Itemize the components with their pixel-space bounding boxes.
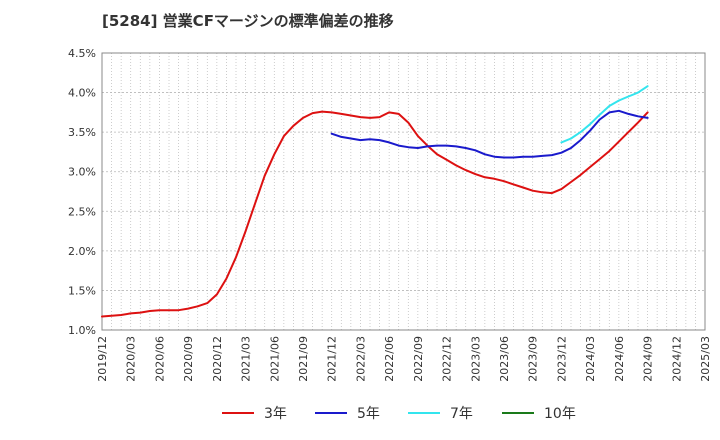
x-tick-label: 2020/09 [182, 336, 195, 382]
series-line-2 [330, 109, 649, 159]
x-tick-label: 2024/12 [670, 336, 683, 382]
y-tick-label: 4.0% [68, 87, 96, 100]
x-tick-label: 2022/03 [354, 336, 367, 382]
x-tick-label: 2019/12 [96, 336, 109, 382]
legend-label-4: 10年 [544, 406, 576, 422]
x-tick-label: 2020/06 [153, 336, 166, 382]
y-tick-label: 2.0% [68, 245, 96, 258]
y-tick-label: 4.5% [68, 47, 96, 60]
x-tick-label: 2024/09 [642, 336, 655, 382]
x-tick-label: 2022/12 [441, 336, 454, 382]
y-tick-label: 2.5% [68, 205, 96, 218]
x-tick-label: 2021/12 [326, 336, 339, 382]
x-tick-label: 2023/06 [498, 336, 511, 382]
x-tick-label: 2023/12 [555, 336, 568, 382]
x-tick-label: 2022/09 [412, 336, 425, 382]
x-tick-label: 2025/03 [699, 336, 712, 382]
x-tick-label: 2021/03 [240, 336, 253, 382]
x-tick-label: 2021/09 [297, 336, 310, 382]
chart-title: [5284] 営業CFマージンの標準偏差の推移 [102, 12, 394, 30]
plot-frame [101, 52, 706, 331]
x-tick-label: 2020/03 [125, 336, 138, 382]
legend-label-3: 7年 [450, 406, 473, 422]
x-tick-label: 2023/03 [469, 336, 482, 382]
series-line-3 [560, 85, 649, 144]
x-tick-label: 2024/06 [613, 336, 626, 382]
y-tick-label: 3.0% [68, 166, 96, 179]
legend-label-1: 3年 [264, 406, 287, 422]
x-tick-label: 2021/06 [268, 336, 281, 382]
x-tick-label: 2023/09 [527, 336, 540, 382]
series-line-1 [101, 110, 649, 318]
y-tick-label: 1.0% [68, 324, 96, 337]
y-tick-label: 3.5% [68, 126, 96, 139]
x-tick-label: 2024/03 [584, 336, 597, 382]
x-tick-label: 2022/06 [383, 336, 396, 382]
legend-label-2: 5年 [357, 406, 380, 422]
y-tick-label: 1.5% [68, 284, 96, 297]
x-tick-label: 2020/12 [211, 336, 224, 382]
